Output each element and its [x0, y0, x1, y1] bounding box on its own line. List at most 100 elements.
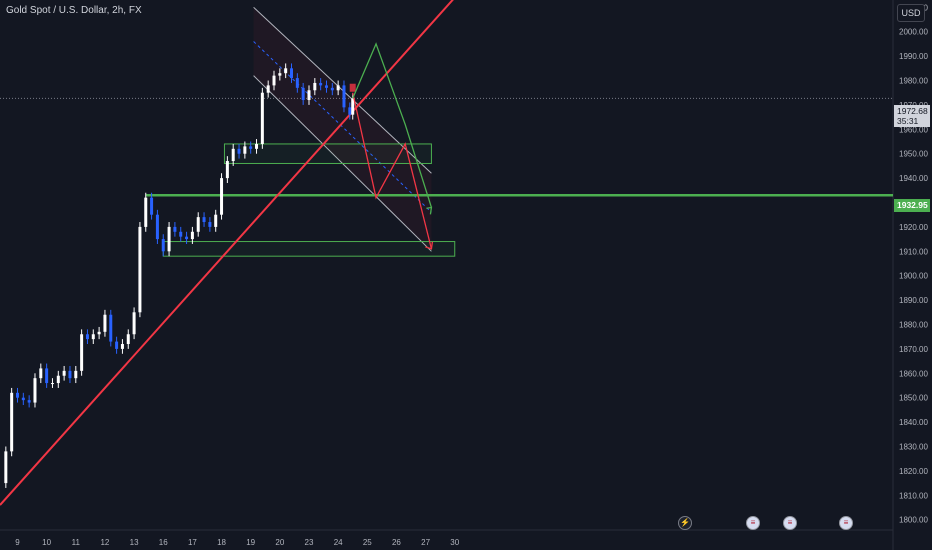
candle-body — [4, 451, 8, 484]
y-tick-label: 1900.00 — [899, 272, 928, 281]
bearish-projection-path — [352, 92, 433, 250]
candle-body — [80, 334, 84, 371]
candle-body — [185, 236, 189, 240]
candle-body — [313, 82, 317, 91]
x-tick-label: 18 — [217, 538, 226, 547]
y-tick-label: 1920.00 — [899, 223, 928, 232]
candle-body — [243, 146, 247, 154]
candle-body — [237, 148, 241, 154]
candle-body — [301, 87, 305, 101]
candle-body — [220, 178, 224, 215]
candle-body — [348, 107, 352, 115]
candle-body — [68, 370, 72, 379]
candle-body — [109, 314, 113, 342]
y-tick-label: 1890.00 — [899, 296, 928, 305]
lightning-icon[interactable]: ⚡ — [678, 516, 692, 530]
candle-body — [10, 392, 14, 452]
candle-body — [45, 368, 49, 384]
candle-body — [27, 400, 31, 403]
candle-body — [97, 331, 101, 335]
candle-body — [85, 334, 89, 340]
us-flag-icon[interactable]: ≡ — [839, 516, 853, 530]
y-tick-label: 1850.00 — [899, 394, 928, 403]
x-tick-label: 12 — [100, 538, 109, 547]
y-tick-label: 1910.00 — [899, 247, 928, 256]
candle-body — [290, 68, 294, 79]
candle-body — [167, 226, 171, 252]
bullish-projection-path — [352, 42, 433, 208]
x-tick-label: 11 — [72, 538, 81, 547]
candle-body — [284, 68, 288, 74]
candle-body — [126, 334, 130, 345]
candle-body — [179, 231, 183, 237]
current-price-label: 1972.68 — [897, 106, 928, 116]
y-tick-label: 1820.00 — [899, 467, 928, 476]
candle-body — [39, 368, 43, 379]
candle-body — [225, 161, 229, 179]
candle-body — [255, 143, 259, 149]
candle-body — [21, 397, 25, 401]
x-tick-label: 27 — [421, 538, 430, 547]
candle-body — [324, 85, 328, 88]
rising-trendline — [0, 0, 454, 506]
projection-arrowhead — [426, 206, 433, 215]
candle-body — [173, 226, 177, 232]
y-tick-label: 1960.00 — [899, 125, 928, 134]
candle-body — [214, 214, 218, 227]
x-tick-label: 16 — [159, 538, 168, 547]
x-tick-label: 30 — [450, 538, 459, 547]
y-tick-label: 2000.00 — [899, 28, 928, 37]
candle-body — [56, 375, 60, 384]
candle-body — [50, 383, 54, 385]
y-tick-label: 1950.00 — [899, 150, 928, 159]
candle-body — [115, 341, 119, 349]
last-candle-marker — [349, 83, 356, 92]
candle-body — [307, 90, 311, 101]
candle-body — [196, 217, 200, 232]
y-tick-label: 1840.00 — [899, 418, 928, 427]
key-level-tag: 1932.95 — [894, 199, 930, 212]
us-flag-icon[interactable]: ≡ — [746, 516, 760, 530]
y-tick-label: 1880.00 — [899, 320, 928, 329]
candle-body — [272, 75, 276, 86]
projection-arrowhead — [425, 241, 434, 250]
candle-body — [103, 314, 107, 332]
y-tick-label: 1810.00 — [899, 491, 928, 500]
y-tick-label: 1870.00 — [899, 345, 928, 354]
candle-body — [33, 378, 37, 403]
candle-body — [62, 370, 66, 376]
currency-selector[interactable]: USD — [897, 4, 925, 22]
y-tick-label: 1940.00 — [899, 174, 928, 183]
x-tick-label: 10 — [42, 538, 51, 547]
symbol-title[interactable]: Gold Spot / U.S. Dollar, 2h, FX — [6, 5, 142, 16]
candle-body — [278, 73, 282, 76]
x-tick-label: 19 — [246, 538, 255, 547]
candle-body — [150, 197, 154, 215]
y-tick-label: 1800.00 — [899, 516, 928, 525]
candle-body — [120, 344, 124, 349]
candle-body — [202, 217, 206, 223]
x-tick-label: 17 — [188, 538, 197, 547]
candle-body — [351, 98, 355, 115]
x-tick-label: 13 — [130, 538, 139, 547]
candle-body — [155, 214, 159, 240]
us-flag-icon[interactable]: ≡ — [783, 516, 797, 530]
candle-body — [336, 85, 340, 91]
x-tick-label: 25 — [363, 538, 372, 547]
candle-body — [144, 197, 148, 227]
candle-body — [249, 146, 253, 149]
candle-body — [15, 392, 19, 398]
channel-mid-line — [253, 41, 432, 213]
y-tick-label: 1830.00 — [899, 442, 928, 451]
candle-body — [342, 85, 346, 108]
x-tick-label: 20 — [275, 538, 284, 547]
current-price-tag: 1972.68 35:31 — [894, 105, 930, 127]
y-tick-label: 1860.00 — [899, 369, 928, 378]
candle-body — [74, 370, 78, 379]
support-zone-lower — [162, 241, 456, 257]
x-tick-label: 23 — [305, 538, 314, 547]
candle-body — [260, 92, 264, 144]
x-tick-label: 9 — [15, 538, 20, 547]
candle-body — [91, 334, 95, 340]
